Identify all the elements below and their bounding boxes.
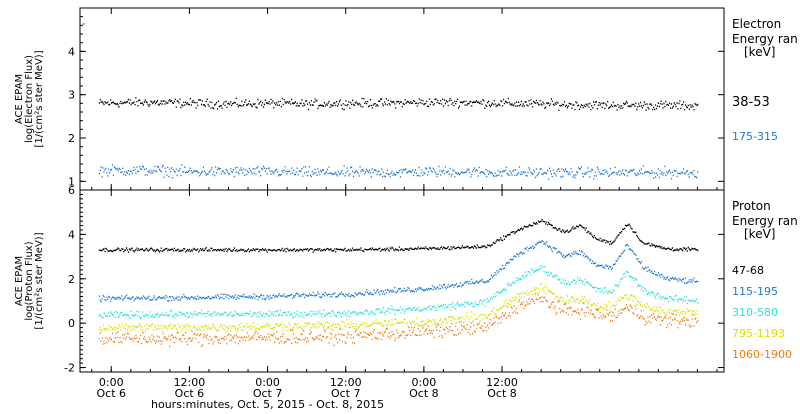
- series-points-1-0: [98, 218, 699, 253]
- y-tick-label-1-1: 0: [68, 317, 75, 330]
- legend-entry-1-4: 1060-1900: [732, 348, 792, 361]
- y-tick-label-0-3: 4: [68, 45, 75, 58]
- series-points-1-2: [98, 264, 699, 320]
- y-axis-title-line: log(Proton Flux): [24, 241, 35, 320]
- y-tick-label-1-0: -2: [64, 362, 75, 375]
- x-tick-time-0: 0:00: [99, 376, 124, 389]
- legend-entry-0-1: 175-315: [732, 130, 778, 143]
- x-tick-time-5: 12:00: [486, 376, 518, 389]
- x-tick-date-2: Oct 7: [253, 387, 283, 400]
- x-tick-date-4: Oct 8: [409, 387, 439, 400]
- x-axis-label: hours:minutes, Oct. 5, 2015 - Oct. 8, 20…: [151, 398, 384, 410]
- x-tick-time-3: 12:00: [330, 376, 362, 389]
- x-tick-time-4: 0:00: [412, 376, 437, 389]
- series-points-0-1: [98, 164, 699, 180]
- legend-entry-1-1: 115-195: [732, 285, 778, 298]
- legend-entry-0-0: 38-53: [732, 95, 770, 110]
- x-tick-date-5: Oct 8: [487, 387, 517, 400]
- legend-subtitle-1: Energy ran: [732, 214, 798, 228]
- outlier-point: [83, 23, 85, 25]
- y-tick-label-1-4: 6: [68, 184, 75, 197]
- legend-units-1: [keV]: [744, 227, 775, 241]
- y-axis-title-0: ACE EPAM log(Electron Flux) [1/(cm²s ster …: [14, 50, 45, 147]
- legend-title-1: Proton: [732, 199, 771, 213]
- y-tick-label-1-3: 4: [68, 228, 75, 241]
- legend-subtitle-0: Energy ran: [732, 32, 798, 46]
- series-points-1-4: [98, 293, 699, 348]
- y-tick-label-0-1: 2: [68, 132, 75, 145]
- y-axis-title-line: [1/(cm²s ster MeV)]: [34, 50, 45, 147]
- series-points-0-0: [98, 97, 699, 111]
- legend-title-0: Electron: [732, 17, 781, 31]
- y-axis-title-line: ACE EPAM: [14, 256, 25, 306]
- x-tick-date-0: Oct 6: [97, 387, 127, 400]
- panel-frame-0: [79, 7, 725, 191]
- legend-entry-1-3: 795-1193: [732, 327, 785, 340]
- legend-entry-1-0: 47-68: [732, 264, 764, 277]
- y-axis-title-line: log(Electron Flux): [24, 55, 35, 143]
- legend-entry-1-2: 310-580: [732, 306, 778, 319]
- series-points-1-1: [98, 239, 699, 303]
- x-tick-date-3: Oct 7: [331, 387, 361, 400]
- x-tick-date-1: Oct 6: [175, 387, 205, 400]
- x-tick-time-2: 0:00: [255, 376, 280, 389]
- y-tick-label-0-0: 1: [68, 175, 75, 188]
- y-tick-label-0-2: 3: [68, 89, 75, 102]
- y-axis-title-line: ACE EPAM: [14, 74, 25, 124]
- y-axis-title-line: [1/(cm²s ster MeV)]: [34, 232, 45, 329]
- y-axis-title-1: ACE EPAM log(Proton Flux) [1/(cm²s ster Me…: [14, 232, 45, 329]
- y-tick-label-1-2: 2: [68, 273, 75, 286]
- panel-frame-1: [79, 189, 725, 373]
- x-tick-time-1: 12:00: [174, 376, 206, 389]
- legend-units-0: [keV]: [744, 45, 775, 59]
